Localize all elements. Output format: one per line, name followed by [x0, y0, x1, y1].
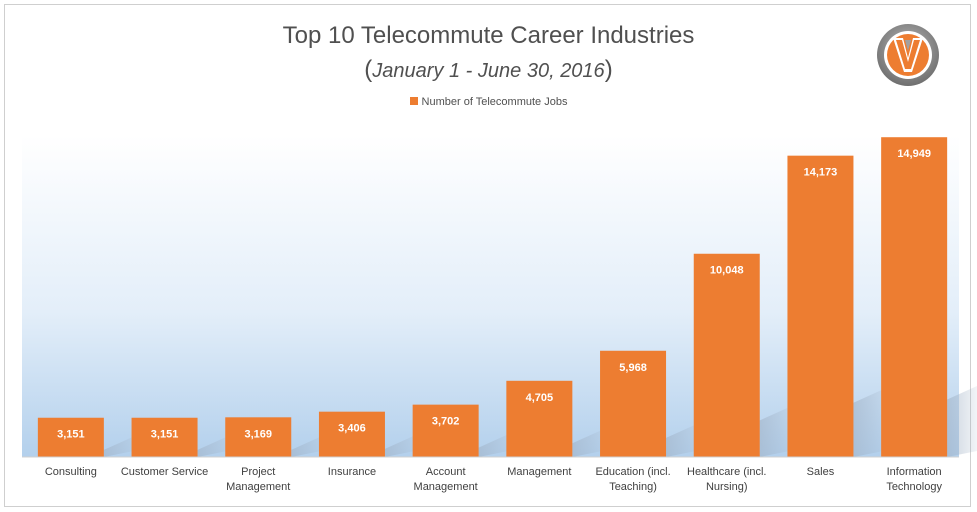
bar [881, 137, 948, 458]
logo-icon [877, 24, 939, 86]
category-label: Sales [774, 465, 866, 480]
data-label: 5,968 [619, 362, 647, 374]
category-label: Information Technology [868, 465, 960, 495]
data-label: 4,705 [526, 392, 554, 404]
category-label: Healthcare (incl. Nursing) [681, 465, 773, 495]
category-label-line: Customer Service [120, 466, 209, 478]
category-label-line: Management [413, 481, 478, 493]
data-label: 3,702 [432, 416, 460, 428]
bar [225, 417, 292, 457]
data-label: 14,173 [804, 167, 838, 179]
category-label: Education (incl. Teaching) [587, 465, 679, 495]
category-label: Account Management [400, 465, 492, 495]
category-label-line: Account [425, 466, 466, 478]
bar [131, 417, 198, 457]
chart-title: Top 10 Telecommute Career Industries [282, 22, 695, 49]
bar [506, 380, 573, 457]
data-label: 3,169 [244, 428, 272, 440]
bar-shadow [947, 386, 977, 457]
category-label-line: Project [241, 466, 276, 478]
bar [787, 155, 854, 457]
data-labels: 3,151 3,151 3,169 3,406 3,702 4,705 5,968 10,04… [57, 148, 931, 441]
chart-subtitle-text: January 1 - June 30, 2016 [372, 60, 605, 82]
category-label-line: Technology [886, 481, 942, 493]
category-label: Project Management [212, 465, 304, 495]
category-label-line: Teaching) [609, 481, 657, 493]
category-label: Management [493, 465, 585, 480]
bar [37, 417, 104, 457]
bar [318, 411, 385, 457]
category-label: Insurance [306, 465, 398, 480]
legend-swatch [409, 97, 418, 105]
data-label: 3,151 [57, 429, 85, 441]
legend-label: Number of Telecommute Jobs [421, 96, 568, 108]
data-label: 14,949 [897, 148, 931, 160]
chart-subtitle: (January 1 - June 30, 2016) [364, 56, 613, 83]
category-label-line: Consulting [44, 466, 97, 478]
bar [600, 350, 667, 457]
category-label-line: Healthcare (incl. [687, 466, 767, 478]
bars [37, 137, 948, 458]
category-label: Customer Service [119, 465, 211, 480]
category-label-line: Management [226, 481, 291, 493]
category-label-line: Nursing) [705, 481, 748, 493]
category-label-line: Insurance [327, 466, 377, 478]
bar [693, 253, 760, 457]
data-label: 3,151 [151, 429, 179, 441]
chart-legend: Number of Telecommute Jobs [0, 96, 977, 108]
data-label: 10,048 [710, 265, 744, 277]
bar [412, 404, 479, 457]
category-label-line: Sales [806, 466, 835, 478]
category-label: Consulting [25, 465, 117, 480]
category-label-line: Education (incl. [595, 466, 671, 478]
data-label: 3,406 [338, 423, 366, 435]
category-label-line: Management [507, 466, 572, 478]
category-label-line: Information [886, 466, 942, 478]
